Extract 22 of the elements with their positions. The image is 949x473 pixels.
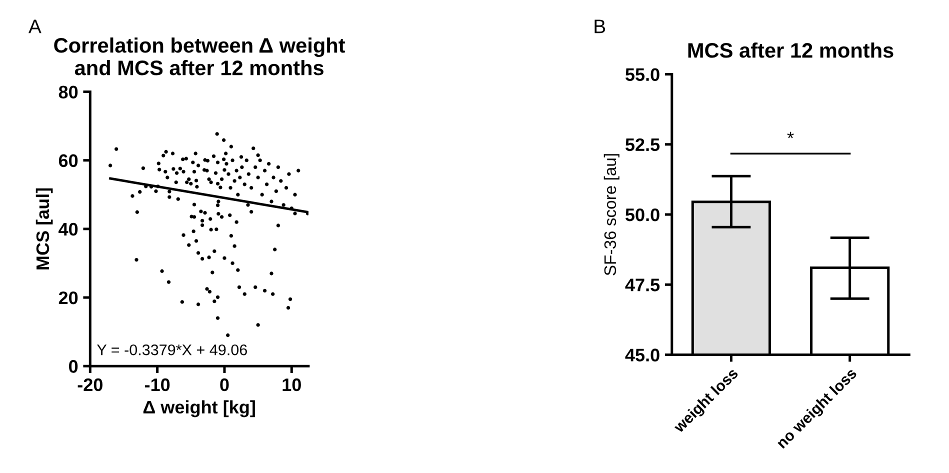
annotation: Y = -0.3379*X + 49.06 [97, 344, 247, 356]
x-tick-label: 0 [220, 378, 229, 392]
y-axis-title: SF-36 score [au] [604, 154, 620, 276]
y-tick-label: 80 [58, 86, 78, 98]
y-tick-label: 50.0 [626, 208, 660, 222]
chart-title: Correlation between Δ weight and MCS after 12 months [54, 37, 346, 76]
x-tick-label: 10 [282, 378, 301, 392]
y-tick-label: 60 [58, 154, 78, 168]
text: B [594, 20, 606, 34]
x-tick-label: -10 [144, 378, 170, 392]
x-tick-label: -20 [78, 378, 102, 392]
annotation: * [787, 132, 794, 138]
y-tick-label: 52.5 [626, 138, 660, 152]
y-axis-title: MCS [aul] [36, 188, 53, 270]
y-tick-label: 20 [58, 291, 78, 304]
chart-title: MCS after 12 months [688, 42, 894, 58]
y-tick-label: 55.0 [626, 68, 660, 81]
y-tick-label: 40 [58, 222, 78, 236]
y-tick-label: 47.5 [625, 278, 660, 292]
y-tick-label: 45.0 [625, 348, 660, 362]
text: A [28, 20, 42, 34]
x-axis-title: Δ weight [kg] [143, 400, 255, 418]
